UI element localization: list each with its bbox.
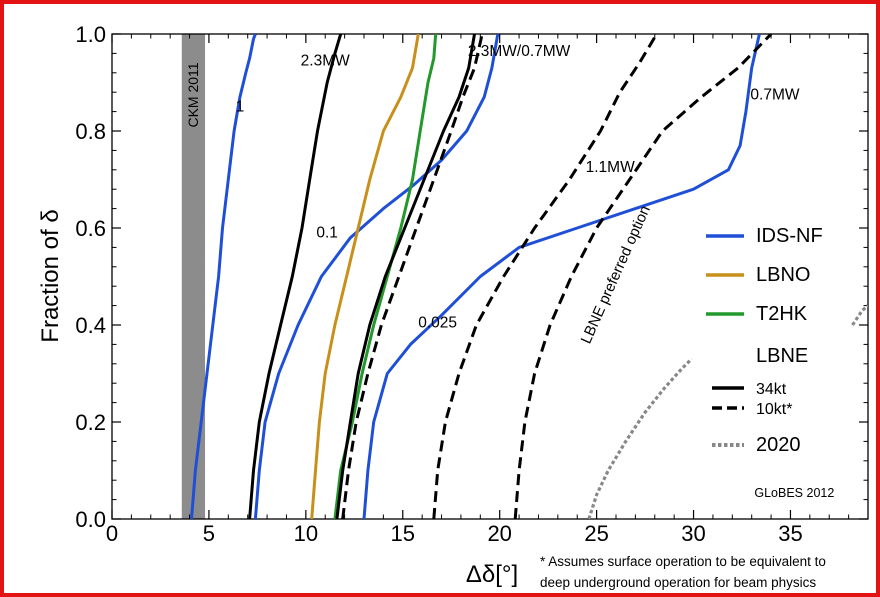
figure-panel	[4, 4, 876, 593]
x-tick-label: 30	[681, 521, 705, 546]
y-tick-label: 0.4	[75, 313, 106, 338]
annotation-globes-2012: GLoBES 2012	[754, 486, 834, 500]
legend-label-lbno: LBNO	[756, 264, 810, 286]
x-tick-label: 0	[106, 521, 118, 546]
x-tick-label: 25	[584, 521, 608, 546]
x-tick-label: 10	[294, 521, 318, 546]
series-line-ids-nf-0-025	[362, 34, 761, 519]
legend: IDS-NF LBNO T2HK LBNE 34kt 10kt* 2020	[706, 225, 823, 456]
x-axis-title: Δδ[°]	[466, 561, 518, 588]
footnote-line-2: deep underground operation for beam phys…	[540, 575, 816, 590]
annotation-2-3mw-0-7mw: 2.3MW/0.7MW	[468, 43, 571, 60]
legend-label-10kt-: 10kt*	[756, 401, 792, 418]
x-tick-label: 20	[487, 521, 511, 546]
y-tick-label: 0.8	[75, 119, 106, 144]
x-tick-label: 5	[203, 521, 215, 546]
series-line-lbne-34kt-2-3mw-0-7mw	[335, 34, 476, 519]
legend-label-lbne: LBNE	[756, 345, 808, 367]
annotation-1: 1	[236, 99, 245, 116]
legend-label-ids-nf: IDS-NF	[756, 225, 823, 247]
x-tick-label: 15	[391, 521, 415, 546]
x-tick-label: 35	[778, 521, 802, 546]
annotation-0-7mw: 0.7MW	[750, 86, 799, 103]
annotation-0-1: 0.1	[316, 225, 338, 242]
series-line-2020-11	[851, 304, 868, 326]
legend-label-t2hk: T2HK	[756, 303, 808, 325]
y-tick-label: 1.0	[75, 22, 106, 47]
annotation-2-3mw: 2.3MW	[301, 53, 350, 70]
series-line-lbne-10kt-0-7mw	[513, 34, 773, 519]
footnote-line-1: * Assumes surface operation to be equiva…	[540, 554, 826, 569]
legend-label-2020: 2020	[756, 434, 801, 456]
annotation-0-025: 0.025	[418, 314, 457, 331]
y-tick-label: 0.0	[75, 507, 106, 532]
series-line-2020-10	[587, 357, 693, 519]
legend-label-34kt: 34kt	[756, 381, 787, 398]
annotation-1-1mw: 1.1MW	[586, 159, 635, 176]
y-tick-label: 0.6	[75, 216, 106, 241]
series-line-lbno-3	[310, 34, 420, 519]
series-line-ids-nf-0-1	[253, 34, 500, 519]
series-line-ids-nf-1	[190, 34, 257, 519]
ckm-band	[181, 34, 206, 519]
series-line-lbne-10kt-1-1mw	[432, 34, 658, 519]
y-axis-title: Fraction of δ	[37, 209, 64, 342]
plot-frame	[111, 33, 869, 520]
band-label: CKM 2011	[185, 62, 201, 127]
series-line-lbne-10kt-7	[341, 34, 484, 519]
series-line-lbne-34kt-2-3mw	[248, 34, 343, 519]
y-tick-label: 0.2	[75, 410, 106, 435]
